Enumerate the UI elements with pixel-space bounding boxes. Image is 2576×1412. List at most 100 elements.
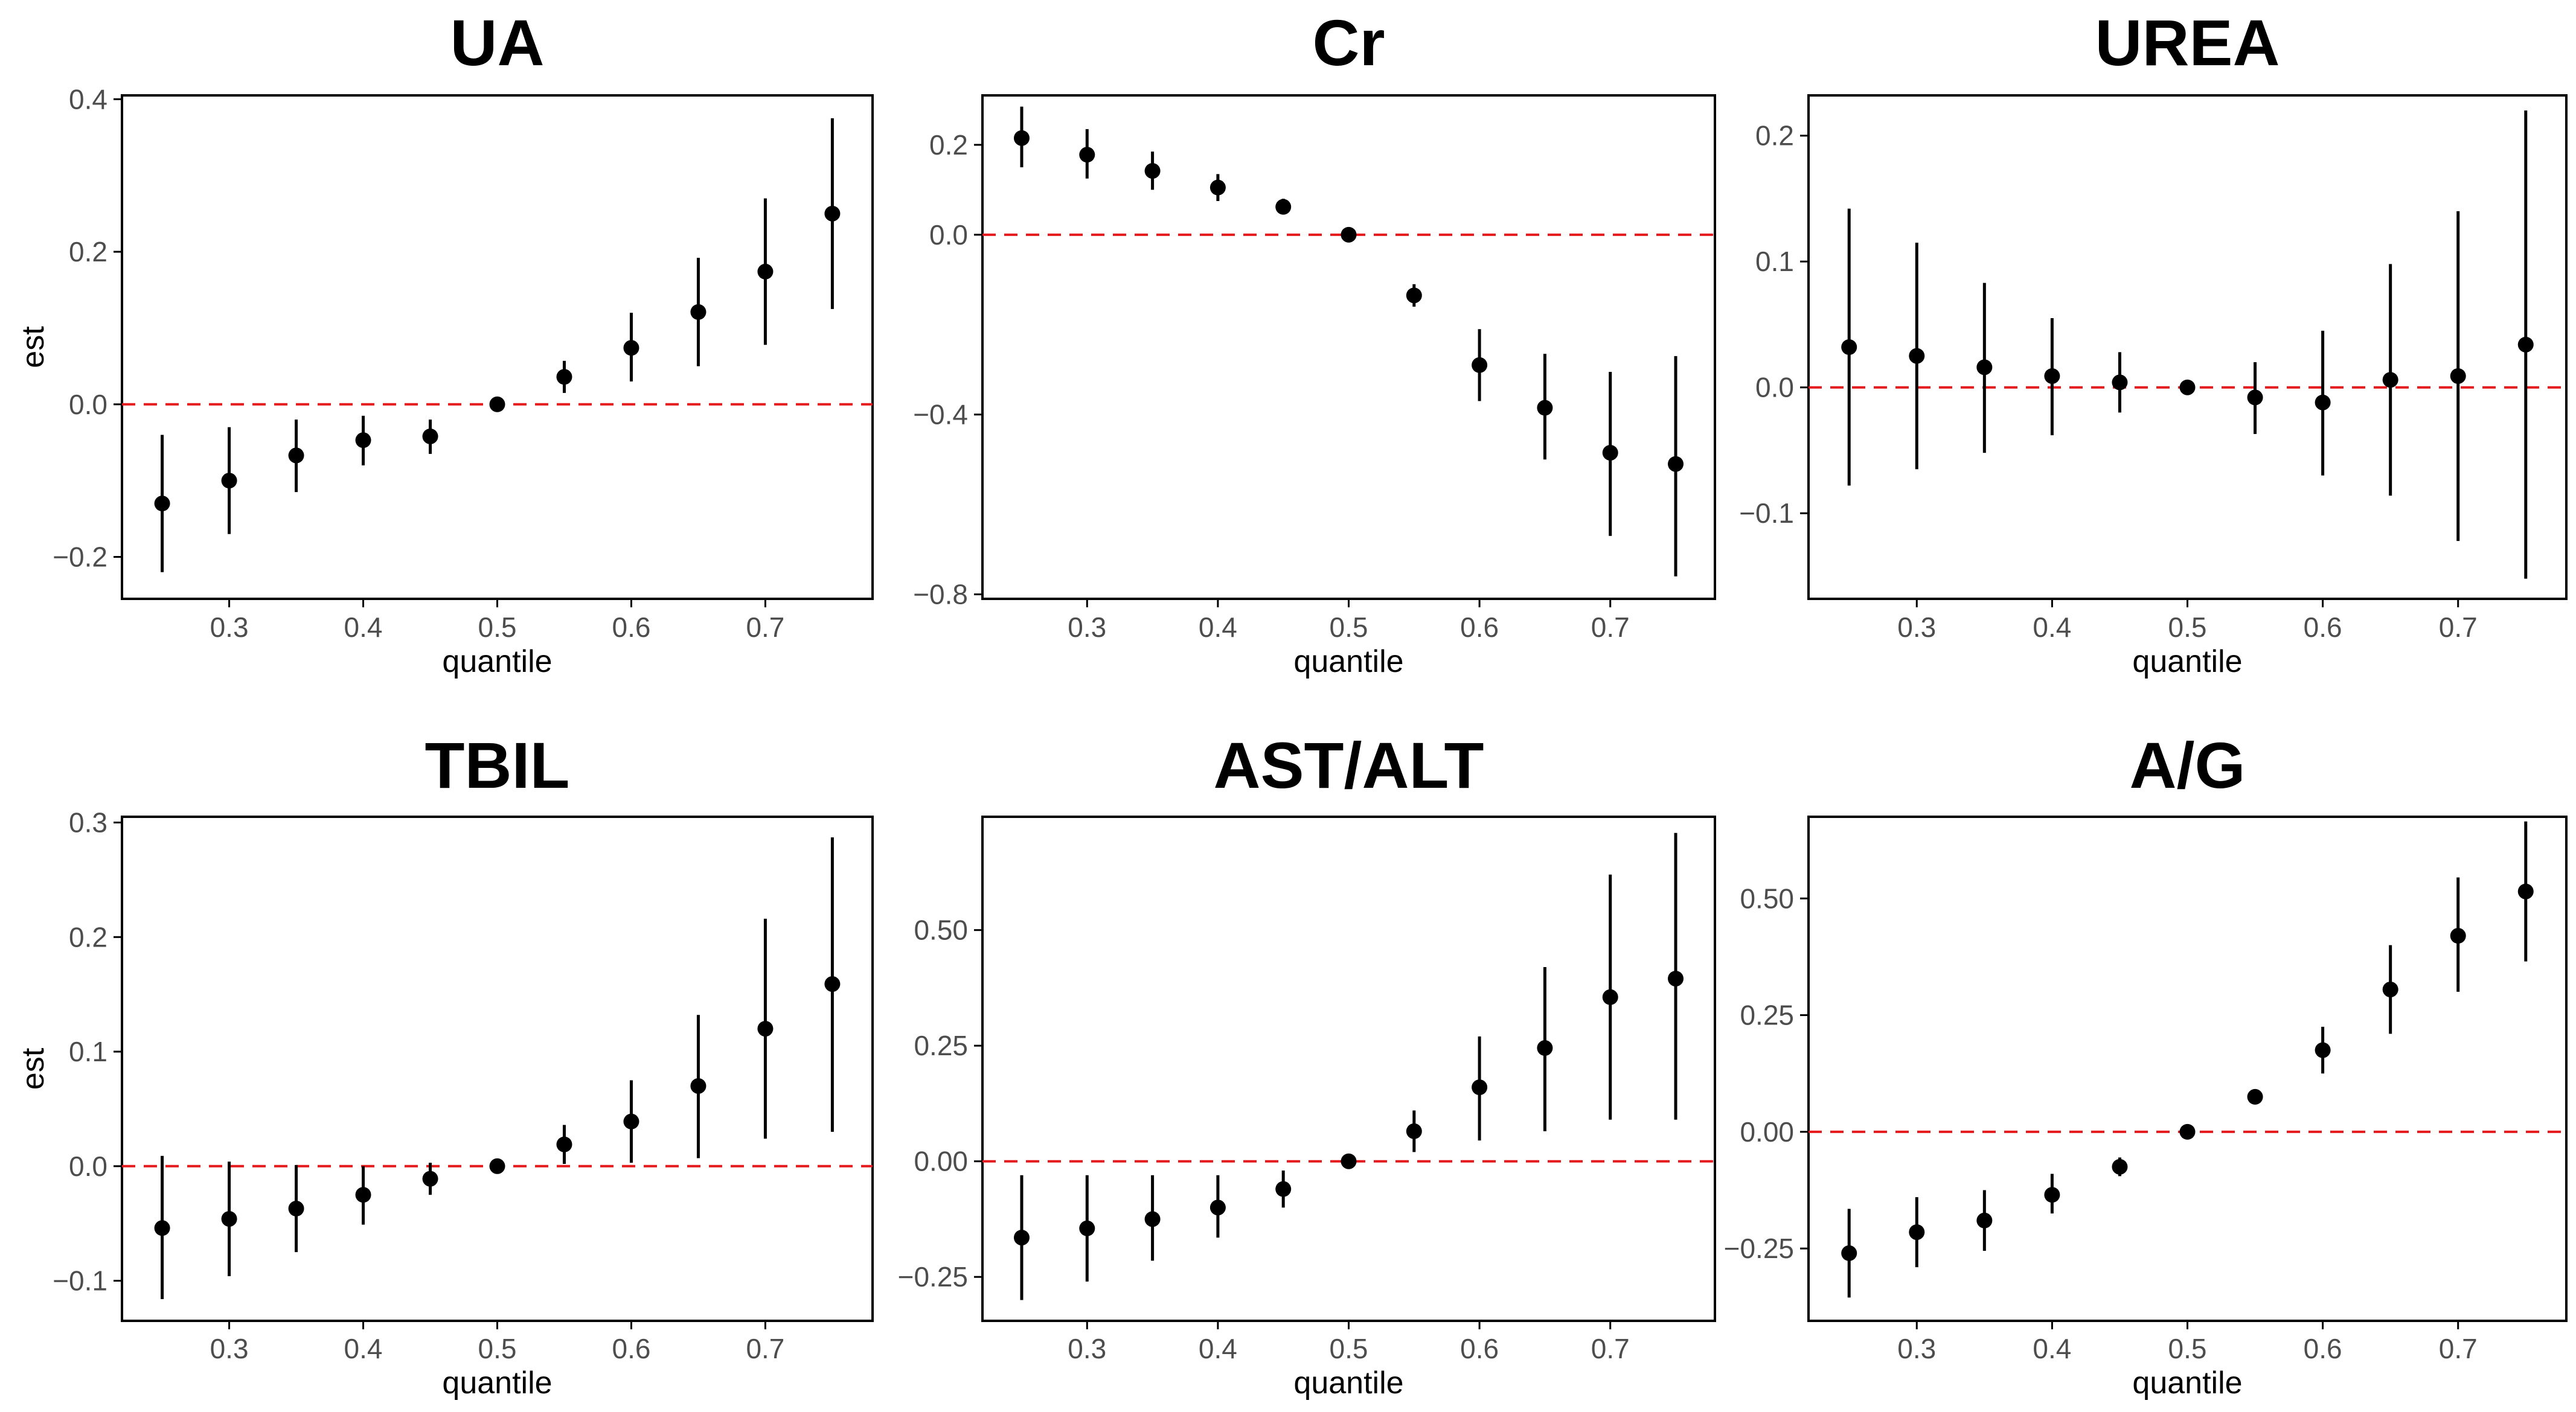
x-tick-label: 0.5	[478, 1333, 517, 1364]
y-tick-label: −0.8	[913, 579, 968, 610]
data-point	[1341, 1153, 1357, 1169]
data-point	[2450, 928, 2466, 944]
data-point	[757, 1021, 774, 1037]
data-point	[2179, 1123, 2196, 1140]
x-tick-label: 0.5	[1330, 612, 1368, 643]
data-point	[623, 1113, 639, 1129]
y-tick-label: 0.0	[929, 219, 968, 251]
x-axis-label: quantile	[2132, 1366, 2242, 1401]
x-tick-label: 0.6	[612, 612, 650, 643]
data-point	[2517, 336, 2534, 353]
y-tick-label: 0.3	[69, 807, 107, 838]
x-axis-label: quantile	[1293, 1366, 1403, 1401]
data-point	[1406, 287, 1422, 304]
data-point	[2044, 368, 2060, 384]
y-tick-label: −0.4	[913, 399, 968, 430]
data-point	[1668, 971, 1684, 987]
panel-cr: Cr 0.3 0.4 0.5 0.6 0.7 −0.8 −0.4 0.0 0.2 quantile	[913, 6, 1716, 679]
data-point	[1537, 400, 1553, 416]
y-tick-label: −0.2	[53, 541, 107, 573]
panel-title: Cr	[1312, 6, 1385, 79]
data-point	[489, 1158, 505, 1174]
x-tick-label: 0.7	[1591, 612, 1630, 643]
x-tick-label: 0.5	[1330, 1333, 1368, 1364]
panel-title: A/G	[2129, 729, 2245, 802]
data-point	[1406, 1123, 1422, 1139]
data-point	[556, 1136, 572, 1152]
data-point	[2382, 982, 2398, 998]
x-axis-label: quantile	[442, 1366, 552, 1401]
data-point	[221, 1211, 237, 1227]
x-tick-label: 0.5	[478, 612, 517, 643]
data-point	[1079, 147, 1095, 163]
y-tick-label: 0.2	[69, 236, 107, 267]
panel-title: AST/ALT	[1214, 729, 1484, 802]
data-point	[1341, 226, 1357, 243]
y-tick-label: 0.2	[69, 921, 107, 953]
data-point	[2112, 374, 2128, 391]
y-tick-label: 0.1	[1755, 246, 1794, 277]
data-point	[1472, 1079, 1488, 1096]
x-tick-label: 0.4	[344, 612, 383, 643]
y-tick-label: −0.25	[1724, 1233, 1794, 1264]
data-point	[1210, 179, 1226, 196]
data-point	[1909, 1224, 1925, 1241]
data-point	[1841, 1245, 1857, 1261]
data-point	[1275, 199, 1292, 215]
x-tick-label: 0.5	[2168, 612, 2207, 643]
y-tick-label: 0.50	[914, 915, 968, 946]
y-tick-label: −0.1	[53, 1265, 107, 1297]
data-point	[288, 447, 304, 464]
x-axis-label: quantile	[442, 644, 552, 679]
y-tick-label: 0.2	[929, 129, 968, 161]
x-tick-label: 0.7	[1591, 1333, 1630, 1364]
x-tick-label: 0.3	[210, 612, 249, 643]
y-tick-label: 0.0	[69, 1151, 107, 1182]
data-point	[1976, 359, 1993, 375]
panel-urea: UREA 0.3 0.4 0.5 0.6 0.7 −0.1 0.0 0.1 0.2 quantile	[1739, 6, 2568, 679]
plot-border	[981, 94, 1716, 600]
y-axis-label: est	[16, 1047, 51, 1090]
data-point	[154, 1220, 170, 1236]
x-tick-label: 0.3	[1897, 1333, 1936, 1364]
data-point	[2179, 379, 2196, 395]
x-axis-label: quantile	[1293, 644, 1403, 679]
data-point	[2044, 1187, 2060, 1203]
panel-title: UREA	[2095, 6, 2280, 79]
y-tick-label: 0.1	[69, 1036, 107, 1067]
data-point	[1841, 339, 1857, 355]
data-point	[1602, 989, 1618, 1005]
y-tick-label: 0.0	[1755, 372, 1794, 403]
data-point	[1079, 1220, 1095, 1236]
data-point	[2450, 368, 2466, 384]
data-point	[355, 432, 371, 449]
data-point	[1210, 1200, 1226, 1216]
data-point	[690, 304, 706, 320]
data-point	[1275, 1181, 1292, 1197]
data-point	[1909, 348, 1925, 364]
data-point	[2112, 1158, 2128, 1175]
plot-border	[1807, 94, 2568, 600]
x-tick-label: 0.5	[2168, 1333, 2207, 1364]
x-tick-label: 0.7	[746, 1333, 784, 1364]
x-tick-label: 0.4	[2033, 612, 2071, 643]
x-tick-label: 0.7	[2439, 612, 2478, 643]
x-tick-label: 0.7	[2439, 1333, 2478, 1364]
data-point	[355, 1187, 371, 1203]
y-tick-label: −0.25	[898, 1261, 968, 1292]
y-tick-label: 0.2	[1755, 120, 1794, 152]
data-point	[489, 396, 505, 412]
panel-ast-alt: AST/ALT 0.3 0.4 0.5 0.6 0.7 −0.25 0.00 0.25 0.50 q…	[898, 729, 1716, 1401]
data-point	[2315, 1042, 2331, 1058]
panel-a-g: A/G 0.3 0.4 0.5 0.6 0.7 −0.25 0.00 0.25 0.50 quant…	[1724, 729, 2568, 1401]
y-tick-label: 0.4	[69, 83, 107, 115]
plot-border	[981, 816, 1716, 1322]
data-point	[154, 496, 170, 512]
data-point	[1144, 163, 1161, 179]
data-point	[1537, 1040, 1553, 1056]
data-point	[690, 1078, 706, 1094]
data-point	[2315, 394, 2331, 411]
data-point	[288, 1201, 304, 1217]
panel-ua: UA 0.3 0.4 0.5 0.6 0.7 −0.2 0.0 0.2 0.4 quantile es…	[16, 6, 874, 679]
